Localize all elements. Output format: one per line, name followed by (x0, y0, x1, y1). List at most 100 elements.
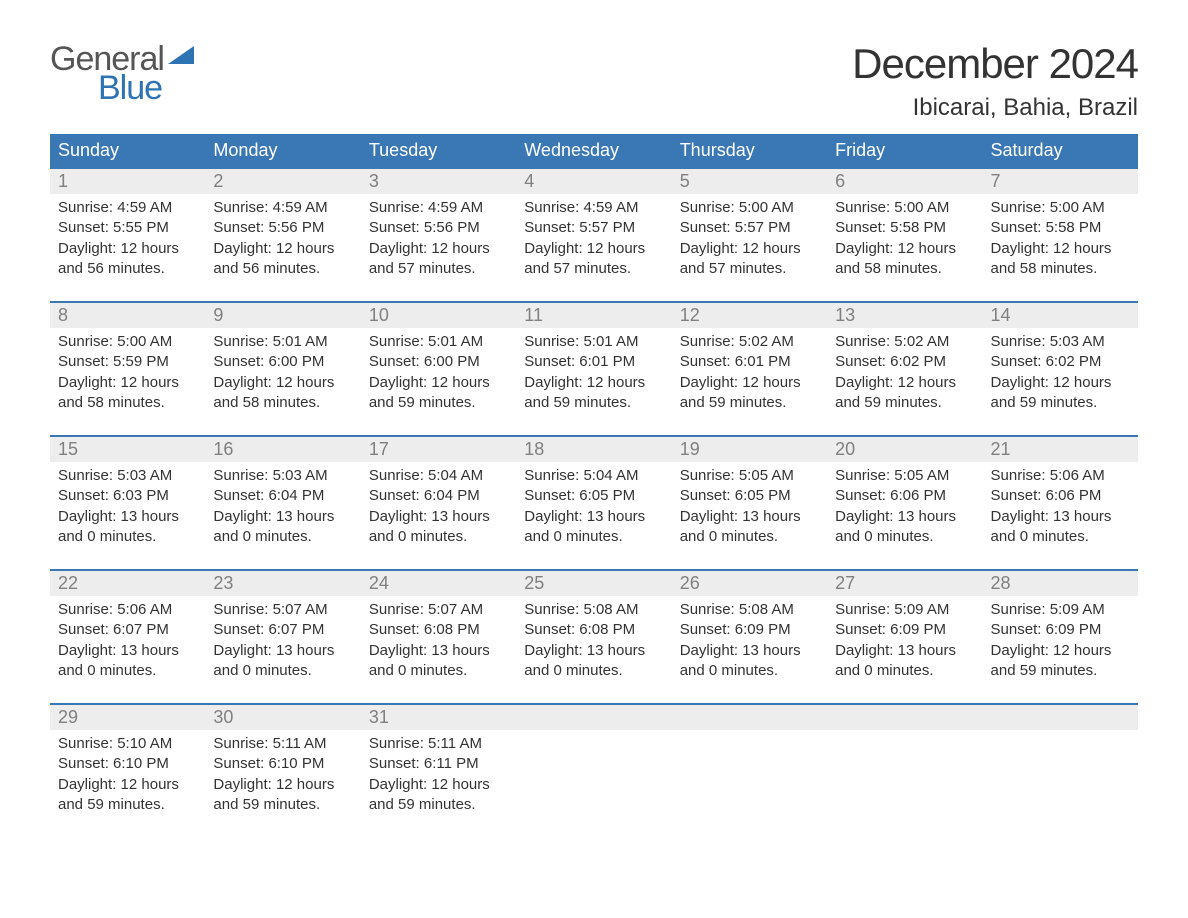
day-dl1: Daylight: 13 hours (213, 641, 352, 661)
day-dl2: and 59 minutes. (213, 795, 352, 815)
title-block: December 2024 Ibicarai, Bahia, Brazil (852, 40, 1138, 122)
day-dl2: and 56 minutes. (58, 259, 197, 279)
day-number: 25 (516, 570, 671, 596)
day-dl2: and 0 minutes. (680, 661, 819, 681)
day-sunset: Sunset: 6:06 PM (835, 486, 974, 506)
day-detail: Sunrise: 5:08 AMSunset: 6:09 PMDaylight:… (672, 596, 827, 704)
week-daynum-row: 1234567 (50, 168, 1138, 194)
day-dl1: Daylight: 12 hours (991, 239, 1130, 259)
day-detail: Sunrise: 5:03 AMSunset: 6:04 PMDaylight:… (205, 462, 360, 570)
day-detail: Sunrise: 4:59 AMSunset: 5:57 PMDaylight:… (516, 194, 671, 302)
day-dl2: and 59 minutes. (835, 393, 974, 413)
day-dl1: Daylight: 13 hours (369, 641, 508, 661)
day-sunrise: Sunrise: 5:09 AM (835, 600, 974, 620)
day-sunrise: Sunrise: 4:59 AM (369, 198, 508, 218)
day-sunset: Sunset: 6:00 PM (369, 352, 508, 372)
day-dl1: Daylight: 12 hours (835, 239, 974, 259)
weekday-header: Thursday (672, 134, 827, 168)
day-sunrise: Sunrise: 5:00 AM (991, 198, 1130, 218)
day-sunset: Sunset: 6:09 PM (991, 620, 1130, 640)
weekday-header: Monday (205, 134, 360, 168)
day-number: 16 (205, 436, 360, 462)
day-dl2: and 57 minutes. (369, 259, 508, 279)
location-label: Ibicarai, Bahia, Brazil (852, 94, 1138, 122)
day-dl1: Daylight: 13 hours (524, 641, 663, 661)
day-dl1: Daylight: 12 hours (213, 775, 352, 795)
day-sunrise: Sunrise: 5:09 AM (991, 600, 1130, 620)
weekday-header-row: SundayMondayTuesdayWednesdayThursdayFrid… (50, 134, 1138, 168)
day-sunrise: Sunrise: 5:08 AM (524, 600, 663, 620)
day-sunset: Sunset: 5:57 PM (680, 218, 819, 238)
day-sunrise: Sunrise: 5:02 AM (835, 332, 974, 352)
calendar-table: SundayMondayTuesdayWednesdayThursdayFrid… (50, 134, 1138, 837)
day-dl1: Daylight: 12 hours (991, 641, 1130, 661)
day-dl1: Daylight: 13 hours (213, 507, 352, 527)
day-number: 26 (672, 570, 827, 596)
day-sunrise: Sunrise: 5:00 AM (58, 332, 197, 352)
day-number: 12 (672, 302, 827, 328)
day-dl1: Daylight: 12 hours (524, 373, 663, 393)
day-sunrise: Sunrise: 5:00 AM (835, 198, 974, 218)
day-detail: Sunrise: 5:00 AMSunset: 5:57 PMDaylight:… (672, 194, 827, 302)
logo-word2: Blue (98, 69, 162, 108)
day-number: 14 (983, 302, 1138, 328)
day-detail: Sunrise: 5:03 AMSunset: 6:03 PMDaylight:… (50, 462, 205, 570)
day-sunrise: Sunrise: 5:07 AM (369, 600, 508, 620)
day-sunset: Sunset: 6:11 PM (369, 754, 508, 774)
empty-cell (672, 730, 827, 837)
week-daynum-row: 293031 (50, 704, 1138, 730)
day-sunset: Sunset: 6:10 PM (213, 754, 352, 774)
day-sunrise: Sunrise: 5:08 AM (680, 600, 819, 620)
day-dl1: Daylight: 13 hours (835, 507, 974, 527)
weekday-header: Sunday (50, 134, 205, 168)
day-dl1: Daylight: 13 hours (524, 507, 663, 527)
weekday-header: Wednesday (516, 134, 671, 168)
week-detail-row: Sunrise: 5:06 AMSunset: 6:07 PMDaylight:… (50, 596, 1138, 704)
day-dl1: Daylight: 12 hours (991, 373, 1130, 393)
day-dl1: Daylight: 13 hours (991, 507, 1130, 527)
day-detail: Sunrise: 5:06 AMSunset: 6:07 PMDaylight:… (50, 596, 205, 704)
day-dl2: and 0 minutes. (213, 527, 352, 547)
day-dl2: and 0 minutes. (369, 661, 508, 681)
day-detail: Sunrise: 5:04 AMSunset: 6:04 PMDaylight:… (361, 462, 516, 570)
day-number: 15 (50, 436, 205, 462)
day-dl2: and 57 minutes. (524, 259, 663, 279)
day-number: 1 (50, 168, 205, 194)
day-sunset: Sunset: 6:09 PM (835, 620, 974, 640)
day-sunrise: Sunrise: 5:01 AM (369, 332, 508, 352)
day-dl2: and 0 minutes. (680, 527, 819, 547)
day-number: 23 (205, 570, 360, 596)
day-dl2: and 0 minutes. (835, 527, 974, 547)
day-dl2: and 59 minutes. (680, 393, 819, 413)
day-number: 13 (827, 302, 982, 328)
page-title: December 2024 (852, 40, 1138, 88)
day-detail: Sunrise: 4:59 AMSunset: 5:55 PMDaylight:… (50, 194, 205, 302)
day-dl1: Daylight: 12 hours (58, 239, 197, 259)
day-number: 10 (361, 302, 516, 328)
day-dl2: and 58 minutes. (991, 259, 1130, 279)
day-dl1: Daylight: 13 hours (835, 641, 974, 661)
day-detail: Sunrise: 5:04 AMSunset: 6:05 PMDaylight:… (516, 462, 671, 570)
day-dl2: and 0 minutes. (213, 661, 352, 681)
day-sunset: Sunset: 5:58 PM (835, 218, 974, 238)
day-dl2: and 59 minutes. (991, 661, 1130, 681)
day-dl2: and 59 minutes. (369, 795, 508, 815)
week-detail-row: Sunrise: 4:59 AMSunset: 5:55 PMDaylight:… (50, 194, 1138, 302)
day-dl1: Daylight: 13 hours (58, 641, 197, 661)
day-detail: Sunrise: 5:02 AMSunset: 6:02 PMDaylight:… (827, 328, 982, 436)
day-number: 9 (205, 302, 360, 328)
week-daynum-row: 891011121314 (50, 302, 1138, 328)
day-number: 7 (983, 168, 1138, 194)
weekday-header: Saturday (983, 134, 1138, 168)
day-dl2: and 59 minutes. (58, 795, 197, 815)
weekday-header: Tuesday (361, 134, 516, 168)
day-number: 21 (983, 436, 1138, 462)
day-number: 19 (672, 436, 827, 462)
day-sunrise: Sunrise: 5:06 AM (58, 600, 197, 620)
day-dl1: Daylight: 12 hours (524, 239, 663, 259)
day-sunrise: Sunrise: 4:59 AM (58, 198, 197, 218)
day-number: 28 (983, 570, 1138, 596)
day-detail: Sunrise: 5:02 AMSunset: 6:01 PMDaylight:… (672, 328, 827, 436)
day-detail: Sunrise: 5:01 AMSunset: 6:01 PMDaylight:… (516, 328, 671, 436)
day-sunset: Sunset: 6:06 PM (991, 486, 1130, 506)
